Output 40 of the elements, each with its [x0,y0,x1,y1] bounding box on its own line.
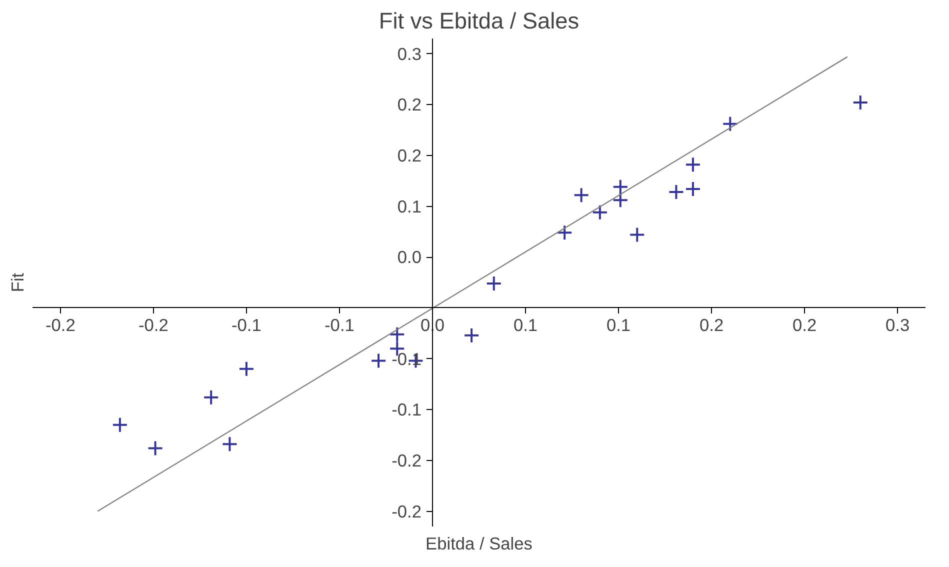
point [573,187,590,204]
x-tick-label: 0.2 [792,314,817,335]
point [684,180,701,197]
x-tick-label: -0.2 [138,314,168,335]
point [722,116,738,132]
y-tick-label: -0.2 [392,501,422,522]
x-tick-label: -0.1 [232,314,262,335]
point [629,226,646,243]
y-tick-label: -0.1 [392,400,422,420]
chart-title: Fit vs Ebitda / Sales [378,8,580,34]
x-tick-label: -0.1 [324,314,354,335]
point [486,276,502,292]
y-tick-label: 0.1 [397,196,422,216]
point [612,192,628,208]
point [556,224,573,241]
y-tick-label: 0.2 [397,145,422,166]
y-axis-title: Fit [8,272,28,292]
point [668,184,684,200]
x-tick-label: 0.1 [513,314,538,335]
point [612,178,628,195]
y-tick-label: 0.0 [397,247,422,268]
point [222,436,238,452]
y-tick-label: -0.2 [392,450,422,470]
point [684,156,701,173]
point [464,327,480,344]
point [238,360,254,377]
x-tick-label: -0.2 [45,314,76,335]
point [592,204,608,220]
y-tick-label: 0.2 [397,94,422,115]
point [112,416,128,433]
point [147,440,164,456]
y-tick-label: 0.3 [397,44,422,64]
x-tick-label: 0.1 [606,314,631,335]
point [370,352,387,369]
x-axis-title: Ebitda / Sales [426,534,533,554]
point [203,389,220,406]
point [389,326,406,342]
x-tick-label: 0.3 [886,314,910,335]
x-tick-label: 0.2 [700,314,724,335]
point [852,94,868,111]
